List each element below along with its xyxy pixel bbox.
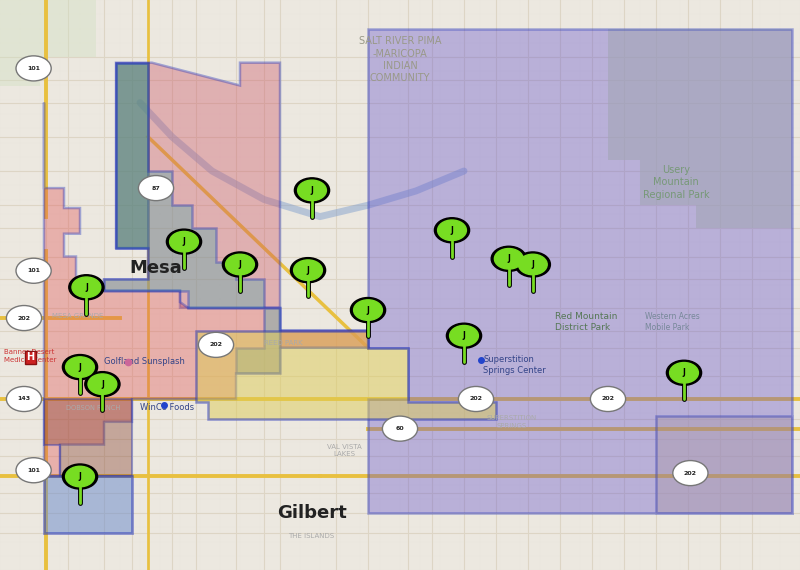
Circle shape: [72, 277, 101, 298]
Text: J: J: [78, 363, 82, 372]
Circle shape: [354, 300, 382, 320]
Text: H: H: [26, 352, 34, 363]
Text: DOBSON RANCH: DOBSON RANCH: [66, 405, 121, 410]
Circle shape: [515, 252, 550, 277]
Polygon shape: [0, 0, 96, 86]
Circle shape: [198, 332, 234, 357]
Circle shape: [69, 275, 104, 300]
Text: 143: 143: [18, 397, 30, 401]
Text: VAL VISTA
LAKES: VAL VISTA LAKES: [326, 443, 362, 457]
Circle shape: [62, 355, 98, 380]
Text: Gilbert: Gilbert: [277, 504, 347, 522]
Circle shape: [88, 374, 117, 394]
Circle shape: [170, 231, 198, 252]
Polygon shape: [44, 399, 132, 476]
Circle shape: [166, 229, 202, 254]
Circle shape: [446, 323, 482, 348]
Circle shape: [518, 254, 547, 275]
Circle shape: [438, 220, 466, 241]
Polygon shape: [196, 331, 496, 419]
Text: J: J: [238, 260, 242, 269]
Text: J: J: [507, 254, 510, 263]
Circle shape: [350, 298, 386, 323]
Circle shape: [6, 386, 42, 412]
Circle shape: [294, 260, 322, 280]
Text: Red Mountain
District Park: Red Mountain District Park: [555, 312, 618, 332]
Text: 60: 60: [396, 426, 404, 431]
Circle shape: [222, 252, 258, 277]
Text: Superstition
Springs Center: Superstition Springs Center: [483, 355, 546, 375]
Polygon shape: [44, 103, 368, 476]
Circle shape: [290, 258, 326, 283]
Text: MESA GRANDE: MESA GRANDE: [52, 314, 103, 319]
Text: J: J: [85, 283, 88, 292]
Circle shape: [66, 357, 94, 377]
Circle shape: [62, 464, 98, 489]
Text: Banner Desert
Medical Center: Banner Desert Medical Center: [4, 349, 56, 363]
Text: J: J: [450, 226, 454, 235]
Text: J: J: [101, 380, 104, 389]
Text: SUPERSTITION
SPRINGS: SUPERSTITION SPRINGS: [487, 415, 537, 429]
Circle shape: [298, 180, 326, 201]
Circle shape: [66, 466, 94, 487]
Text: 101: 101: [27, 268, 40, 273]
Text: REED PARK: REED PARK: [264, 340, 302, 346]
Text: J: J: [306, 266, 310, 275]
Text: 202: 202: [602, 397, 614, 401]
Polygon shape: [116, 63, 148, 248]
Polygon shape: [368, 28, 792, 513]
Circle shape: [226, 254, 254, 275]
Text: WinCo Foods: WinCo Foods: [140, 403, 194, 412]
Text: 202: 202: [210, 343, 222, 347]
Text: Usery
Mountain
Regional Park: Usery Mountain Regional Park: [642, 165, 710, 200]
Circle shape: [294, 178, 330, 203]
Polygon shape: [608, 28, 792, 228]
Text: 101: 101: [27, 468, 40, 473]
Circle shape: [450, 325, 478, 346]
Circle shape: [85, 372, 120, 397]
Circle shape: [434, 218, 470, 243]
Text: J: J: [366, 306, 370, 315]
Polygon shape: [104, 63, 280, 373]
Text: 202: 202: [470, 397, 482, 401]
Circle shape: [138, 176, 174, 201]
Text: J: J: [682, 368, 686, 377]
Text: 202: 202: [684, 471, 697, 475]
Text: THE ISLANDS: THE ISLANDS: [288, 533, 334, 539]
Circle shape: [6, 306, 42, 331]
Circle shape: [590, 386, 626, 412]
Text: J: J: [531, 260, 534, 269]
Polygon shape: [44, 476, 132, 533]
Circle shape: [666, 360, 702, 385]
Text: Mesa: Mesa: [130, 259, 182, 277]
Circle shape: [16, 56, 51, 81]
Circle shape: [16, 458, 51, 483]
Text: Western Acres
Mobile Park: Western Acres Mobile Park: [645, 312, 699, 332]
Text: J: J: [182, 237, 186, 246]
Text: Golfland Sunsplash: Golfland Sunsplash: [104, 357, 185, 367]
Polygon shape: [104, 63, 368, 348]
Text: 202: 202: [18, 316, 30, 320]
Polygon shape: [656, 416, 792, 513]
Circle shape: [16, 258, 51, 283]
Circle shape: [670, 363, 698, 383]
Text: SALT RIVER PIMA
-MARICOPA
INDIAN
COMMUNITY: SALT RIVER PIMA -MARICOPA INDIAN COMMUNI…: [358, 36, 442, 83]
Text: J: J: [462, 331, 466, 340]
Text: J: J: [78, 472, 82, 481]
Circle shape: [382, 416, 418, 441]
Circle shape: [491, 246, 526, 271]
Text: 87: 87: [152, 186, 160, 190]
Circle shape: [494, 249, 523, 269]
Circle shape: [673, 461, 708, 486]
Text: J: J: [310, 186, 314, 195]
Circle shape: [458, 386, 494, 412]
Text: 101: 101: [27, 66, 40, 71]
